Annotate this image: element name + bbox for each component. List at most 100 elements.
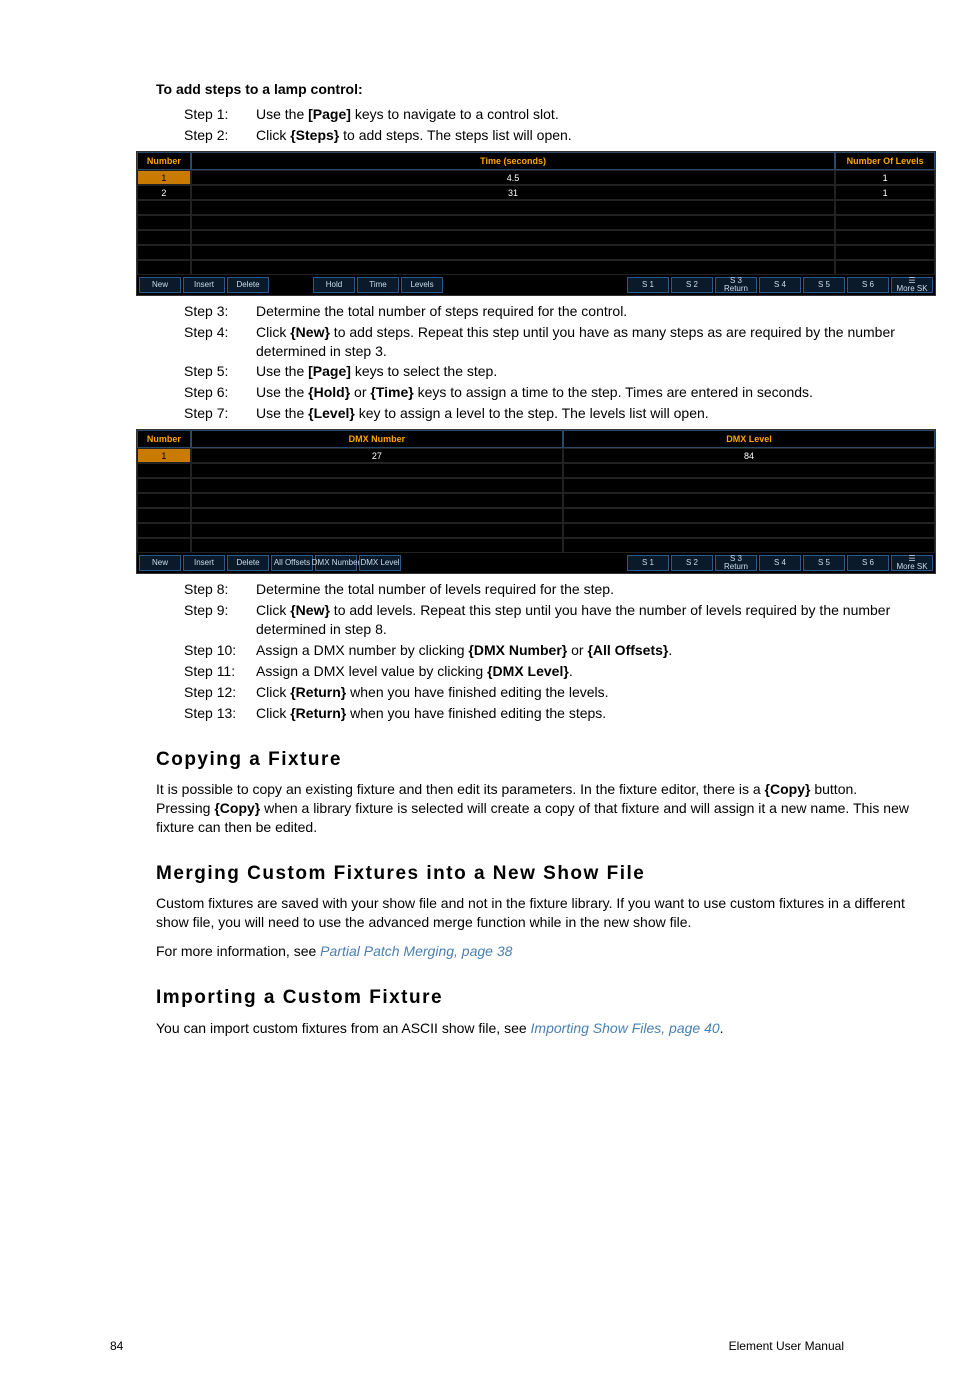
step-row: Step 3:Determine the total number of ste… bbox=[184, 302, 910, 321]
table-cell bbox=[563, 538, 935, 553]
soft-key-button[interactable]: S 2 bbox=[671, 277, 713, 293]
link-importing-show-files[interactable]: Importing Show Files, page 40 bbox=[531, 1020, 720, 1036]
soft-key-button[interactable]: All Offsets bbox=[271, 555, 313, 571]
section-body-copying: It is possible to copy an existing fixtu… bbox=[156, 780, 910, 837]
table-cell bbox=[191, 230, 835, 245]
step-text: Click {New} to add levels. Repeat this s… bbox=[256, 601, 910, 639]
step-row: Step 13:Click {Return} when you have fin… bbox=[184, 704, 910, 723]
page-footer: 84 Element User Manual bbox=[100, 1338, 854, 1354]
table-cell bbox=[835, 200, 935, 215]
table-cell bbox=[835, 260, 935, 275]
levels-table-screenshot: NumberDMX NumberDMX Level12784NewInsertD… bbox=[136, 429, 936, 574]
soft-key-button[interactable]: Levels bbox=[401, 277, 443, 293]
soft-key-button[interactable]: DMX Number bbox=[315, 555, 357, 571]
soft-key-button[interactable]: ☰ More SK bbox=[891, 555, 933, 571]
soft-key-button[interactable]: S 4 bbox=[759, 277, 801, 293]
soft-key-button[interactable]: Insert bbox=[183, 555, 225, 571]
text: For more information, see bbox=[156, 943, 320, 959]
text: You can import custom fixtures from an A… bbox=[156, 1020, 531, 1036]
step-label: Step 4: bbox=[184, 323, 256, 361]
soft-key-button[interactable]: Time bbox=[357, 277, 399, 293]
section-body-merging-2: For more information, see Partial Patch … bbox=[156, 942, 910, 961]
step-text: Assign a DMX number by clicking {DMX Num… bbox=[256, 641, 910, 660]
step-label: Step 1: bbox=[184, 105, 256, 124]
soft-key-button[interactable]: S 1 bbox=[627, 277, 669, 293]
soft-key-button[interactable]: Delete bbox=[227, 555, 269, 571]
soft-key-button[interactable]: S 1 bbox=[627, 555, 669, 571]
step-label: Step 3: bbox=[184, 302, 256, 321]
step-label: Step 11: bbox=[184, 662, 256, 681]
table-row bbox=[137, 493, 935, 508]
soft-key-button[interactable]: S 3 Return bbox=[715, 277, 757, 293]
table-row bbox=[137, 245, 935, 260]
step-label: Step 6: bbox=[184, 383, 256, 402]
table-cell bbox=[137, 260, 191, 275]
table-cell bbox=[835, 245, 935, 260]
step-label: Step 5: bbox=[184, 362, 256, 381]
table-cell bbox=[137, 493, 191, 508]
soft-key-button[interactable]: DMX Level bbox=[359, 555, 401, 571]
step-row: Step 1:Use the [Page] keys to navigate t… bbox=[184, 105, 910, 124]
table-cell bbox=[191, 245, 835, 260]
step-row: Step 6:Use the {Hold} or {Time} keys to … bbox=[184, 383, 910, 402]
soft-key-button[interactable]: Delete bbox=[227, 277, 269, 293]
table-cell bbox=[137, 463, 191, 478]
table-cell: 1 bbox=[137, 170, 191, 185]
section-title-copying: Copying a Fixture bbox=[156, 747, 910, 773]
table-row: 14.51 bbox=[137, 170, 935, 185]
section-body-importing: You can import custom fixtures from an A… bbox=[156, 1019, 910, 1038]
step-label: Step 13: bbox=[184, 704, 256, 723]
step-text: Click {New} to add steps. Repeat this st… bbox=[256, 323, 910, 361]
table-cell: 27 bbox=[191, 448, 563, 463]
column-header: DMX Number bbox=[191, 430, 563, 448]
table-row: 12784 bbox=[137, 448, 935, 463]
step-text: Click {Return} when you have finished ed… bbox=[256, 704, 910, 723]
step-text: Determine the total number of steps requ… bbox=[256, 302, 910, 321]
table-row bbox=[137, 215, 935, 230]
link-partial-patch-merging[interactable]: Partial Patch Merging, page 38 bbox=[320, 943, 512, 959]
soft-key-button[interactable]: ☰ More SK bbox=[891, 277, 933, 293]
steps-list-a: Step 1:Use the [Page] keys to navigate t… bbox=[156, 105, 910, 145]
soft-key-button[interactable]: S 6 bbox=[847, 277, 889, 293]
step-text: Use the {Level} key to assign a level to… bbox=[256, 404, 910, 423]
soft-key-button[interactable]: S 6 bbox=[847, 555, 889, 571]
steps-table-screenshot: NumberTime (seconds)Number Of Levels14.5… bbox=[136, 151, 936, 296]
column-header: Number Of Levels bbox=[835, 152, 935, 170]
soft-key-button[interactable]: S 5 bbox=[803, 277, 845, 293]
step-row: Step 9:Click {New} to add levels. Repeat… bbox=[184, 601, 910, 639]
soft-key-button[interactable]: S 2 bbox=[671, 555, 713, 571]
column-header: DMX Level bbox=[563, 430, 935, 448]
table-cell: 2 bbox=[137, 185, 191, 200]
table-cell: 1 bbox=[137, 448, 191, 463]
table-cell bbox=[563, 523, 935, 538]
table-cell: 1 bbox=[835, 185, 935, 200]
step-row: Step 8:Determine the total number of lev… bbox=[184, 580, 910, 599]
table-row bbox=[137, 230, 935, 245]
table-cell bbox=[191, 523, 563, 538]
table-cell: 31 bbox=[191, 185, 835, 200]
step-row: Step 12:Click {Return} when you have fin… bbox=[184, 683, 910, 702]
subheading: To add steps to a lamp control: bbox=[156, 80, 910, 99]
step-row: Step 10:Assign a DMX number by clicking … bbox=[184, 641, 910, 660]
table-row bbox=[137, 478, 935, 493]
table-cell bbox=[191, 200, 835, 215]
soft-key-button[interactable]: S 5 bbox=[803, 555, 845, 571]
step-label: Step 12: bbox=[184, 683, 256, 702]
soft-key-button[interactable]: Insert bbox=[183, 277, 225, 293]
step-text: Use the {Hold} or {Time} keys to assign … bbox=[256, 383, 910, 402]
table-cell: 1 bbox=[835, 170, 935, 185]
table-row bbox=[137, 508, 935, 523]
table-cell bbox=[137, 538, 191, 553]
soft-key-button[interactable]: New bbox=[139, 555, 181, 571]
step-row: Step 7:Use the {Level} key to assign a l… bbox=[184, 404, 910, 423]
table-cell bbox=[563, 493, 935, 508]
step-label: Step 8: bbox=[184, 580, 256, 599]
step-label: Step 2: bbox=[184, 126, 256, 145]
soft-key-button[interactable]: S 4 bbox=[759, 555, 801, 571]
table-cell: 4.5 bbox=[191, 170, 835, 185]
table-cell bbox=[137, 245, 191, 260]
steps-list-b: Step 3:Determine the total number of ste… bbox=[156, 302, 910, 423]
soft-key-button[interactable]: S 3 Return bbox=[715, 555, 757, 571]
soft-key-button[interactable]: New bbox=[139, 277, 181, 293]
soft-key-button[interactable]: Hold bbox=[313, 277, 355, 293]
